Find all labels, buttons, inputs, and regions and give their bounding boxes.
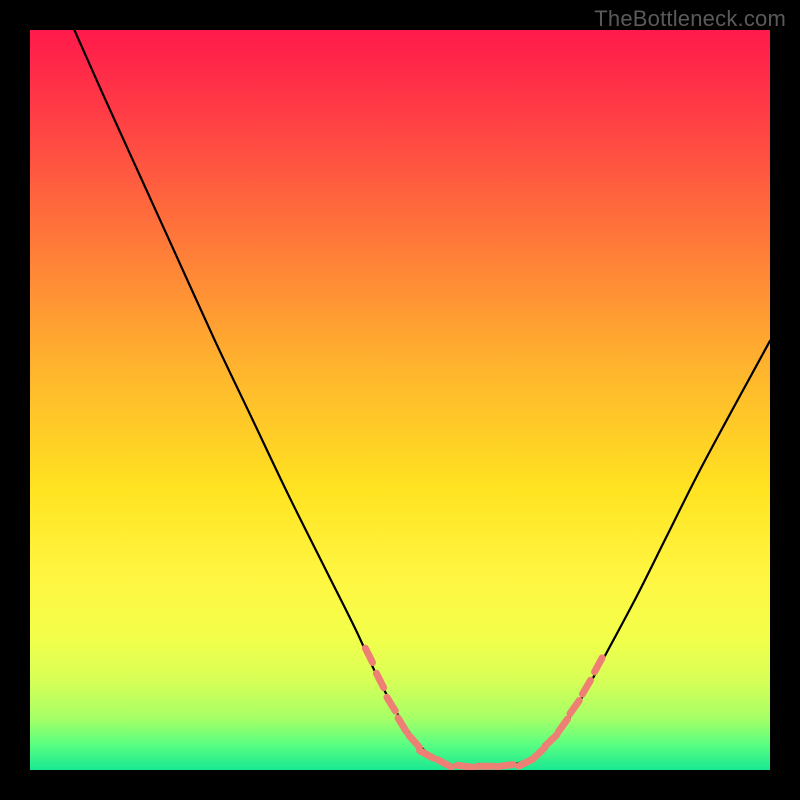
chart-frame: TheBottleneck.com [0,0,800,800]
chart-svg [30,30,770,770]
curve-marker [457,765,473,767]
chart-background [30,30,770,770]
plot-area [30,30,770,770]
watermark-text: TheBottleneck.com [594,6,786,32]
curve-marker [497,765,513,767]
